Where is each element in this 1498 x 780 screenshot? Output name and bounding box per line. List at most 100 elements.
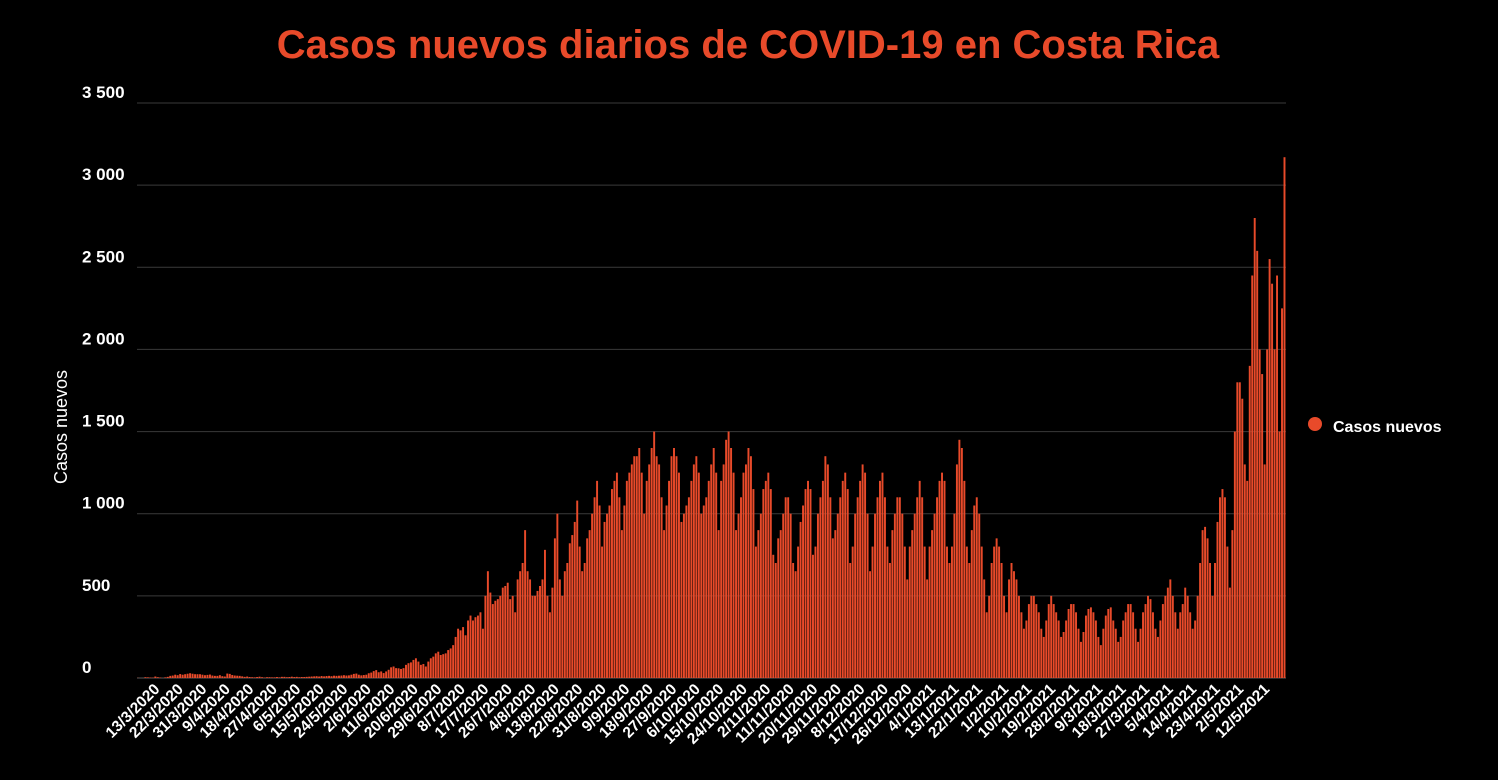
bar — [995, 538, 998, 678]
bar — [1067, 609, 1070, 678]
bar — [1209, 563, 1212, 678]
bar — [447, 650, 450, 678]
bar — [960, 448, 963, 678]
bar — [1092, 612, 1095, 678]
bar — [196, 674, 199, 678]
bar — [1075, 612, 1077, 678]
bar — [194, 674, 197, 678]
bar — [548, 612, 551, 678]
bar — [1094, 620, 1097, 678]
bar — [757, 530, 760, 678]
bar — [1149, 599, 1152, 678]
bar — [467, 620, 469, 678]
bar — [1261, 374, 1264, 678]
bar — [742, 472, 745, 678]
bar — [256, 677, 259, 678]
bar — [727, 431, 730, 678]
bar — [700, 513, 703, 678]
bar — [598, 505, 601, 678]
bar — [469, 615, 472, 678]
bar — [819, 497, 822, 678]
bar — [767, 472, 770, 678]
bar — [479, 612, 482, 678]
bar — [588, 530, 591, 678]
bar — [653, 431, 656, 678]
bar — [1231, 530, 1234, 678]
bar — [457, 628, 460, 678]
bar — [809, 489, 812, 678]
bar — [1216, 521, 1219, 678]
bar — [211, 675, 214, 678]
bar — [427, 661, 430, 678]
bar — [1030, 595, 1033, 678]
bar — [888, 563, 891, 678]
bar — [1278, 431, 1281, 678]
bar — [464, 635, 467, 678]
bar — [784, 497, 787, 678]
bar — [298, 677, 301, 678]
bar — [484, 595, 487, 678]
bar — [1164, 595, 1167, 678]
bar — [978, 513, 981, 678]
bar — [1137, 641, 1140, 678]
bar — [841, 480, 844, 678]
bar — [407, 663, 410, 678]
bar — [630, 464, 633, 678]
bar — [543, 549, 546, 678]
bar — [1147, 595, 1149, 678]
bar — [166, 676, 169, 678]
bar — [866, 513, 869, 678]
bar — [206, 674, 209, 678]
bar — [1204, 526, 1207, 678]
bar — [928, 546, 931, 678]
bar — [253, 677, 256, 678]
bar — [338, 675, 340, 678]
bar — [1060, 636, 1063, 678]
bar — [906, 579, 909, 678]
bar — [650, 448, 653, 678]
bar — [680, 521, 683, 678]
bar — [422, 664, 425, 678]
x-axis: 13/3/202022/3/202031/3/20209/4/202018/4/… — [103, 681, 1274, 748]
bar — [807, 480, 809, 678]
bar — [534, 595, 536, 678]
bar — [266, 677, 268, 678]
bar — [1236, 382, 1239, 678]
bar — [1189, 612, 1192, 678]
bar — [658, 464, 661, 678]
bar — [501, 587, 504, 678]
legend-marker — [1308, 417, 1322, 431]
bar — [357, 674, 360, 678]
bar — [844, 472, 847, 678]
bar — [449, 648, 452, 678]
bar — [1015, 579, 1018, 678]
bar — [943, 480, 946, 678]
y-tick-label: 0 — [82, 658, 91, 677]
bar — [931, 530, 934, 678]
bar — [710, 464, 713, 678]
bar — [799, 521, 802, 678]
bar — [596, 480, 599, 678]
bar — [1047, 604, 1050, 678]
bar — [251, 677, 254, 678]
bar — [762, 489, 765, 678]
bar — [926, 579, 929, 678]
bar — [635, 456, 638, 678]
bar — [933, 513, 936, 678]
bar — [546, 595, 549, 678]
bar — [874, 513, 876, 678]
bar — [816, 513, 819, 678]
bar — [295, 676, 298, 678]
bar — [591, 513, 594, 678]
bar — [529, 579, 532, 678]
bar — [901, 513, 904, 678]
bar — [506, 582, 509, 678]
bar — [970, 530, 973, 678]
bar — [496, 599, 499, 678]
bar — [419, 664, 422, 678]
bar — [886, 546, 889, 678]
bar — [154, 676, 157, 678]
bar — [578, 546, 581, 678]
bar — [620, 530, 623, 678]
bar — [893, 513, 896, 678]
